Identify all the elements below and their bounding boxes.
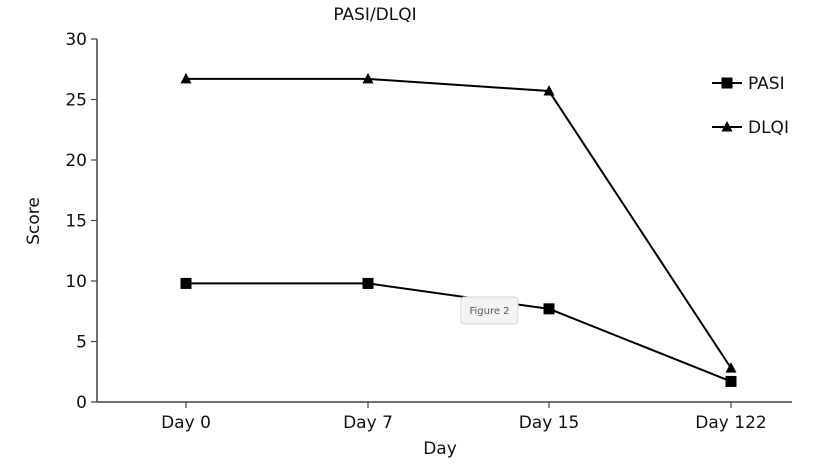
legend: PASI DLQI — [712, 74, 789, 138]
dlqi-series — [180, 72, 737, 373]
x-tick-label: Day 7 — [343, 413, 393, 433]
dlqi-point — [543, 85, 555, 96]
x-tick-label: Day 122 — [695, 413, 766, 433]
dlqi-line — [186, 77, 732, 369]
legend-marker-pasi — [721, 77, 733, 89]
legend-marker-dlqi — [721, 121, 733, 132]
y-tick-label: 30 — [65, 30, 87, 50]
y-axis-ticks: 0 5 10 15 20 25 30 — [65, 30, 97, 413]
legend-label-pasi: PASI — [748, 74, 785, 94]
pasi-point — [362, 277, 374, 289]
y-tick-label: 20 — [65, 151, 87, 171]
pasi-point — [725, 375, 737, 387]
figure-annotation-box — [460, 296, 519, 325]
x-axis-ticks: Day 0 Day 7 Day 15 Day 122 — [161, 402, 767, 433]
x-axis-label: Day — [423, 439, 457, 459]
series-layer — [180, 72, 737, 387]
pasi-point — [180, 277, 192, 289]
y-tick-label: 25 — [65, 91, 87, 111]
y-tick-label: 5 — [76, 333, 87, 353]
dlqi-point — [725, 362, 737, 373]
y-tick-label: 0 — [76, 393, 87, 413]
legend-item-pasi: PASI — [712, 74, 785, 94]
x-tick-label: Day 15 — [519, 413, 580, 433]
pasi-point — [543, 303, 555, 315]
figure-annotation-text: Figure 2 — [469, 306, 509, 317]
y-tick-label: 15 — [65, 212, 87, 232]
dlqi-point — [362, 72, 374, 84]
legend-label-dlqi: DLQI — [748, 118, 789, 138]
pasi-series — [180, 277, 737, 387]
dlqi-point — [180, 72, 192, 84]
pasi-line — [186, 282, 732, 383]
x-tick-label: Day 0 — [161, 413, 211, 433]
y-tick-label: 10 — [65, 272, 87, 292]
figure-annotation: Figure 2 — [460, 296, 519, 325]
chart-title: PASI/DLQI — [333, 5, 416, 25]
legend-item-dlqi: DLQI — [712, 118, 789, 138]
y-axis-label: Score — [24, 197, 44, 245]
